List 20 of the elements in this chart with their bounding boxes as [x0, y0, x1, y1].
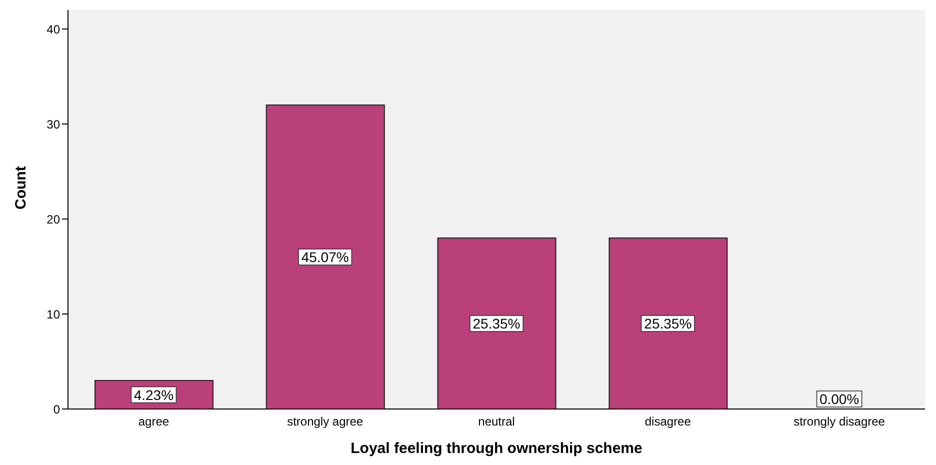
annotation: 0.00%: [819, 391, 860, 407]
x-tick-label: disagree: [644, 414, 692, 429]
x-axis-title: Loyal feeling through ownership scheme: [350, 440, 642, 457]
annotation: 25.35%: [472, 316, 520, 332]
y-tick-label: 10: [46, 307, 60, 322]
x-tick-label: strongly disagree: [794, 414, 886, 429]
y-tick-label: 0: [53, 402, 60, 416]
y-tick-label: 20: [46, 212, 60, 226]
y-tick-label: 30: [46, 117, 60, 132]
bar: [266, 104, 385, 409]
x-tick-label: strongly agree: [287, 414, 364, 429]
bar: [437, 238, 556, 409]
x-tick-label: neutral: [478, 414, 515, 429]
y-tick-label: 40: [46, 22, 60, 36]
annotation: 25.35%: [644, 316, 692, 332]
x-tick-label: agree: [138, 414, 170, 429]
y-axis-title: Count: [12, 166, 30, 210]
bar: [608, 238, 728, 409]
annotation: 4.23%: [134, 386, 174, 403]
annotation: 45.07%: [301, 249, 349, 265]
